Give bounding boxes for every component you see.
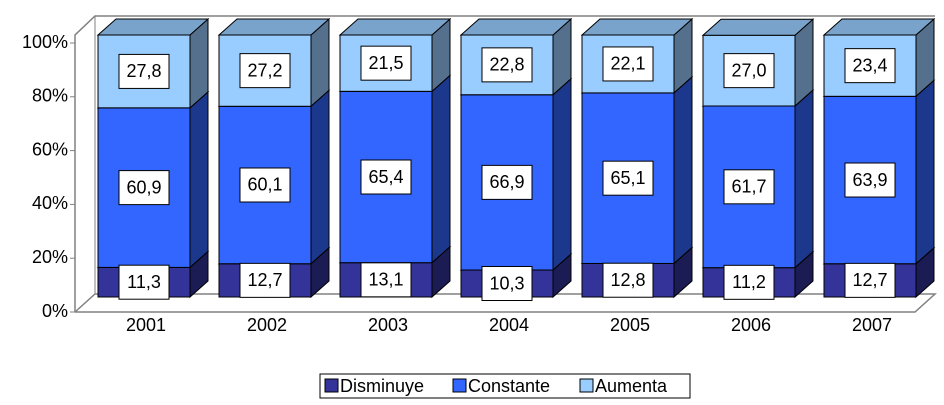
- x-tick-label: 2007: [852, 315, 892, 335]
- data-label-box: [602, 262, 654, 298]
- bar-top: [701, 18, 815, 36]
- data-label-box: [360, 45, 412, 81]
- data-label: 23,4: [852, 55, 887, 75]
- data-label-box: [360, 159, 412, 195]
- data-label: 12,7: [852, 270, 887, 290]
- data-label: 65,4: [368, 167, 403, 187]
- data-label-box: [844, 48, 896, 84]
- data-label-box: [239, 167, 291, 203]
- bar-side: [189, 90, 209, 269]
- bar-side: [673, 75, 693, 265]
- x-tick-label: 2002: [247, 315, 287, 335]
- data-label: 60,1: [247, 175, 282, 195]
- data-label-box: [118, 170, 170, 206]
- data-label-box: [239, 53, 291, 89]
- bar-top: [338, 18, 452, 36]
- legend-label: Disminuye: [340, 376, 424, 396]
- bar-top: [217, 18, 331, 36]
- x-tick-label: 2004: [489, 315, 529, 335]
- wall-edge: [74, 15, 935, 312]
- data-label: 22,1: [610, 54, 645, 74]
- data-label: 10,3: [489, 273, 524, 293]
- data-label-box: [723, 264, 775, 300]
- data-label: 60,9: [126, 177, 161, 197]
- data-label: 11,3: [127, 272, 161, 292]
- data-label-box: [602, 46, 654, 82]
- data-label: 13,1: [368, 270, 403, 290]
- data-label-box: [844, 162, 896, 198]
- data-label: 22,8: [489, 55, 524, 75]
- y-tick-label: 0%: [42, 301, 68, 321]
- data-label-box: [602, 160, 654, 196]
- data-label-box: [723, 53, 775, 89]
- bar-side: [794, 88, 814, 269]
- floor-edge: [74, 293, 937, 313]
- data-label-box: [239, 262, 291, 298]
- data-label: 21,5: [368, 53, 403, 73]
- y-tick-label: 20%: [32, 247, 68, 267]
- bar-top: [822, 18, 936, 36]
- legend-label: Constante: [468, 376, 550, 396]
- bar-side: [310, 89, 330, 265]
- legend-swatch: [452, 378, 467, 393]
- data-label-box: [481, 164, 533, 200]
- data-label-box: [723, 169, 775, 205]
- y-tick-label: 80%: [32, 86, 68, 106]
- legend-label: Aumenta: [595, 376, 668, 396]
- legend: [319, 373, 691, 399]
- bar-side: [431, 74, 451, 264]
- data-label: 12,8: [610, 270, 645, 290]
- x-tick-label: 2001: [126, 315, 166, 335]
- x-tick-label: 2006: [731, 315, 771, 335]
- bar-top: [459, 18, 573, 36]
- data-label-box: [481, 266, 533, 302]
- legend-swatch: [579, 378, 594, 393]
- data-label-box: [118, 53, 170, 89]
- x-tick-label: 2003: [368, 315, 408, 335]
- data-label: 12,7: [247, 270, 282, 290]
- y-tick-label: 40%: [32, 193, 68, 213]
- data-label-box: [360, 262, 412, 298]
- data-label: 11,2: [732, 272, 766, 292]
- data-label: 63,9: [852, 170, 887, 190]
- data-label-box: [844, 262, 896, 298]
- legend-swatch: [324, 378, 339, 393]
- x-tick-label: 2005: [610, 315, 650, 335]
- data-label: 66,9: [489, 172, 524, 192]
- data-label: 65,1: [610, 168, 645, 188]
- y-tick-label: 100%: [22, 32, 68, 52]
- y-tick-label: 60%: [32, 139, 68, 159]
- bar-top: [96, 18, 210, 36]
- data-label-box: [118, 264, 170, 300]
- bar-side: [552, 77, 572, 272]
- bar-side: [915, 79, 935, 265]
- data-label: 27,8: [126, 61, 161, 81]
- data-label: 61,7: [731, 177, 766, 197]
- data-label-box: [481, 47, 533, 83]
- data-label: 27,0: [731, 60, 766, 80]
- data-label: 27,2: [247, 60, 282, 80]
- bar-top: [580, 18, 694, 36]
